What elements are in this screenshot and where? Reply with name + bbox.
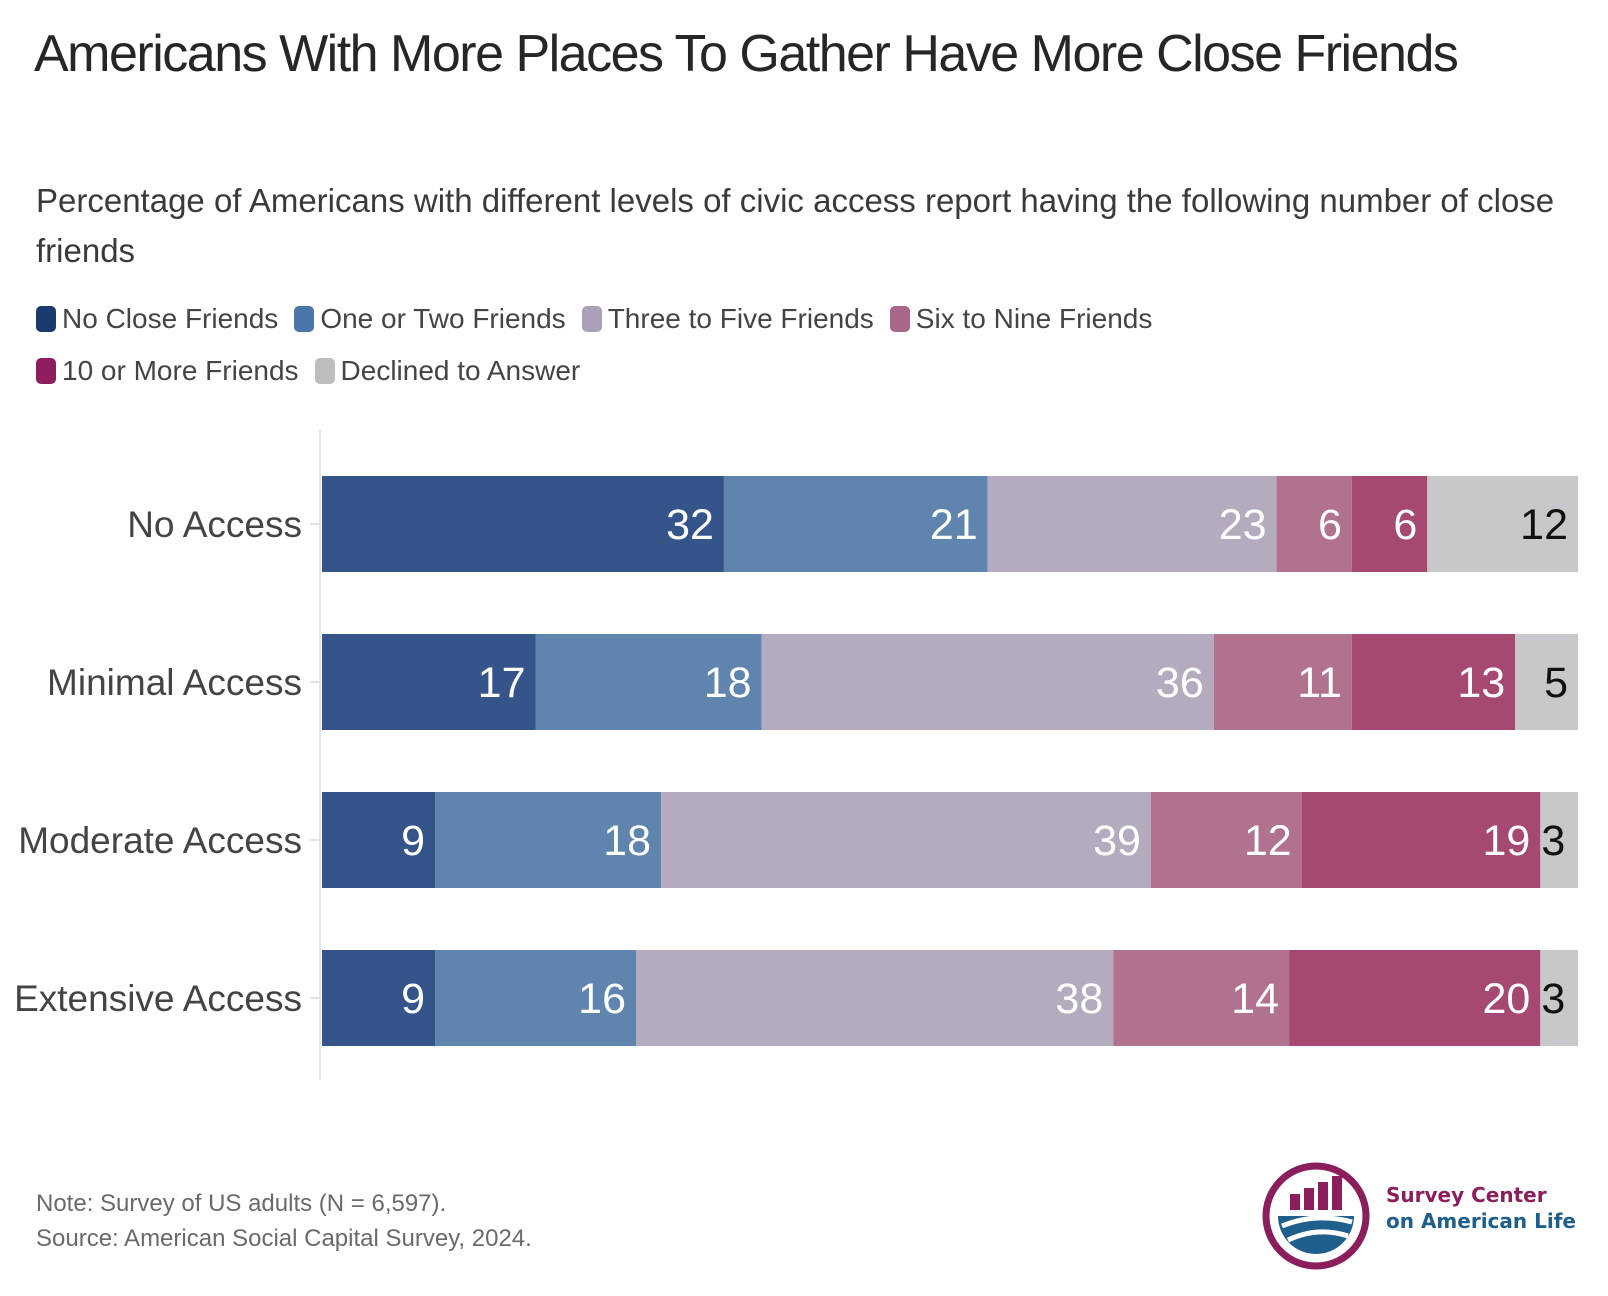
legend-item: Three to Five Friends <box>581 303 874 335</box>
bar-segment <box>322 476 724 572</box>
data-label: 21 <box>930 501 978 549</box>
data-label: 9 <box>401 975 425 1023</box>
legend-item: Declined to Answer <box>314 355 581 387</box>
data-label: 11 <box>1297 659 1342 707</box>
chart-title: Americans With More Places To Gather Hav… <box>34 25 1459 83</box>
legend-swatch <box>294 306 315 332</box>
data-label: 36 <box>1156 659 1204 707</box>
data-label: 32 <box>666 501 714 549</box>
survey-center-logo-icon <box>1262 1162 1370 1270</box>
logo-text: Survey Center on American Life <box>1386 1182 1576 1234</box>
bar-segment <box>636 950 1114 1046</box>
data-label: 5 <box>1544 659 1568 707</box>
footnote: Note: Survey of US adults (N = 6,597). S… <box>36 1186 532 1256</box>
bar-segment <box>1150 792 1302 888</box>
bar-segment <box>322 950 436 1046</box>
legend-label: 10 or More Friends <box>62 355 299 386</box>
category-label: Minimal Access <box>47 662 302 703</box>
footnote-note: Note: Survey of US adults (N = 6,597). <box>36 1190 447 1217</box>
legend-swatch <box>314 358 335 384</box>
footnote-source: Source: American Social Capital Survey, … <box>36 1225 532 1252</box>
data-label: 3 <box>1541 817 1565 865</box>
legend-item: 10 or More Friends <box>36 355 299 387</box>
bar-segment <box>1289 950 1541 1046</box>
legend-item: One or Two Friends <box>294 303 566 335</box>
data-label: 9 <box>401 817 425 865</box>
data-label: 19 <box>1482 817 1530 865</box>
bar-segment <box>1213 634 1352 730</box>
legend-swatch <box>581 306 602 332</box>
legend-item: No Close Friends <box>36 303 278 335</box>
bar-segment <box>435 950 636 1046</box>
bar-segment <box>1540 950 1578 1046</box>
bar-segment <box>987 476 1277 572</box>
category-label: Moderate Access <box>18 820 302 861</box>
bar-segment <box>435 792 662 888</box>
data-label: 3 <box>1541 975 1565 1023</box>
data-label: 39 <box>1093 817 1141 865</box>
data-label: 12 <box>1520 501 1568 549</box>
bar-segment <box>723 476 988 572</box>
legend-swatch <box>36 306 56 332</box>
data-label: 38 <box>1055 975 1103 1023</box>
bar-segment <box>1301 792 1541 888</box>
data-label: 12 <box>1244 817 1292 865</box>
bar-segment <box>1515 634 1578 730</box>
legend-label: Three to Five Friends <box>607 303 874 334</box>
category-label: Extensive Access <box>14 978 302 1019</box>
legend-swatch <box>889 306 910 332</box>
logo-line1: Survey Center <box>1386 1183 1547 1207</box>
data-label: 23 <box>1219 501 1267 549</box>
bar-segment <box>1276 476 1352 572</box>
data-label: 16 <box>578 975 626 1023</box>
legend-item: Six to Nine Friends <box>889 303 1153 335</box>
data-label: 13 <box>1457 659 1505 707</box>
legend-label: Six to Nine Friends <box>915 303 1153 334</box>
legend: No Close Friends One or Two Friends Three … <box>36 303 1236 387</box>
bar-segment <box>1540 792 1578 888</box>
stacked-bar-chart: No Access 32 21 23 6 6 12 Minimal Access 17 18 36 1… <box>14 430 1578 1080</box>
data-label: 18 <box>704 659 752 707</box>
bar-segment <box>1427 476 1578 572</box>
category-label: No Access <box>127 504 302 545</box>
data-label: 18 <box>603 817 651 865</box>
bar-segment <box>322 634 536 730</box>
legend-swatch <box>36 358 56 384</box>
data-label: 17 <box>478 659 526 707</box>
bar-segment <box>322 792 436 888</box>
legend-label: Declined to Answer <box>340 355 581 386</box>
legend-label: No Close Friends <box>62 303 279 334</box>
data-label: 6 <box>1393 501 1417 549</box>
data-label: 14 <box>1231 975 1279 1023</box>
data-label: 20 <box>1482 975 1530 1023</box>
logo-line2: on American Life <box>1386 1209 1576 1233</box>
bar-segment <box>1113 950 1290 1046</box>
legend-label: One or Two Friends <box>320 303 566 334</box>
bar-segment <box>1351 476 1428 572</box>
chart-subtitle: Percentage of Americans with different l… <box>36 182 1555 269</box>
bar-segment <box>661 792 1151 888</box>
data-label: 6 <box>1318 501 1342 549</box>
bar-segment <box>761 634 1214 730</box>
bar-segment <box>1351 634 1516 730</box>
bar-segment <box>535 634 762 730</box>
